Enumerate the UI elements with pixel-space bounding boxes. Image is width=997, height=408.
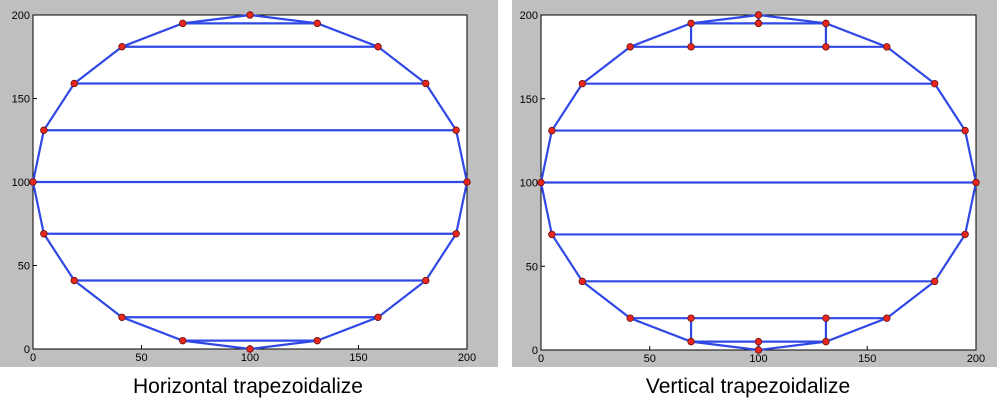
vertex-point	[537, 178, 545, 187]
vertex-point	[422, 276, 430, 285]
x-tick-label: 150	[349, 352, 367, 364]
x-tick-label: 150	[858, 353, 876, 365]
vertex-point	[422, 79, 430, 88]
vertex-point	[29, 178, 37, 186]
x-tick-label: 0	[30, 352, 36, 364]
y-tick-label: 50	[18, 261, 30, 273]
vertex-point	[40, 230, 48, 238]
y-tick-label: 50	[526, 261, 538, 273]
x-tick-label: 50	[135, 352, 147, 364]
vertex-point	[687, 337, 695, 346]
vertex-point	[452, 126, 460, 134]
vertex-point	[246, 11, 254, 19]
vertex-point	[118, 43, 126, 51]
vertex-point	[930, 277, 939, 286]
x-tick-label: 50	[644, 353, 656, 365]
vertex-point	[548, 230, 556, 239]
vertex-point	[313, 19, 321, 28]
vertex-point	[754, 19, 763, 28]
x-tick-label: 200	[967, 353, 985, 365]
x-tick-label: 100	[749, 353, 767, 365]
vertex-point	[687, 19, 695, 28]
vertex-point	[754, 346, 763, 354]
vertex-point	[687, 43, 695, 51]
polygon-line	[33, 22, 467, 342]
x-tick-label: 0	[538, 353, 544, 365]
y-tick-label: 150	[12, 94, 30, 106]
vertex-point	[754, 11, 763, 19]
y-tick-label: 150	[520, 94, 538, 106]
vertex-point	[118, 313, 126, 321]
vertex-point	[626, 314, 634, 322]
vertex-point	[822, 337, 830, 346]
y-tick-label: 100	[520, 178, 538, 190]
vertex-point	[626, 43, 634, 51]
vertex-point	[972, 178, 980, 187]
vertex-point	[179, 336, 187, 345]
y-tick-label: 200	[12, 10, 30, 22]
y-tick-label: 200	[520, 10, 538, 22]
vertex-point	[463, 178, 471, 186]
y-tick-label: 0	[532, 345, 538, 357]
vertex-point	[246, 345, 254, 353]
vertex-point	[452, 230, 460, 238]
vertex-point	[754, 337, 763, 346]
vertex-point	[548, 126, 556, 135]
vertex-point	[578, 277, 587, 286]
vertex-point	[822, 314, 830, 322]
vertex-point	[930, 79, 939, 88]
vertex-point	[883, 43, 891, 51]
chart-caption: Horizontal trapezoidalize	[133, 375, 363, 398]
vertex-point	[374, 43, 382, 51]
vertex-point	[179, 19, 187, 28]
vertex-point	[70, 79, 78, 88]
chart-caption: Vertical trapezoidalize	[646, 375, 850, 398]
y-tick-label: 100	[12, 177, 30, 189]
vertex-point	[313, 336, 321, 345]
vertex-point	[822, 19, 830, 28]
vertex-point	[40, 126, 48, 134]
vertex-point	[822, 43, 830, 51]
y-tick-label: 0	[24, 344, 30, 356]
vertex-point	[578, 79, 587, 88]
vertex-point	[374, 313, 382, 321]
vertex-point	[687, 314, 695, 322]
x-tick-label: 200	[458, 352, 476, 364]
vertex-point	[883, 314, 891, 322]
vertex-point	[961, 126, 969, 135]
vertex-point	[70, 276, 78, 285]
vertex-point	[961, 230, 969, 239]
x-tick-label: 100	[241, 352, 259, 364]
